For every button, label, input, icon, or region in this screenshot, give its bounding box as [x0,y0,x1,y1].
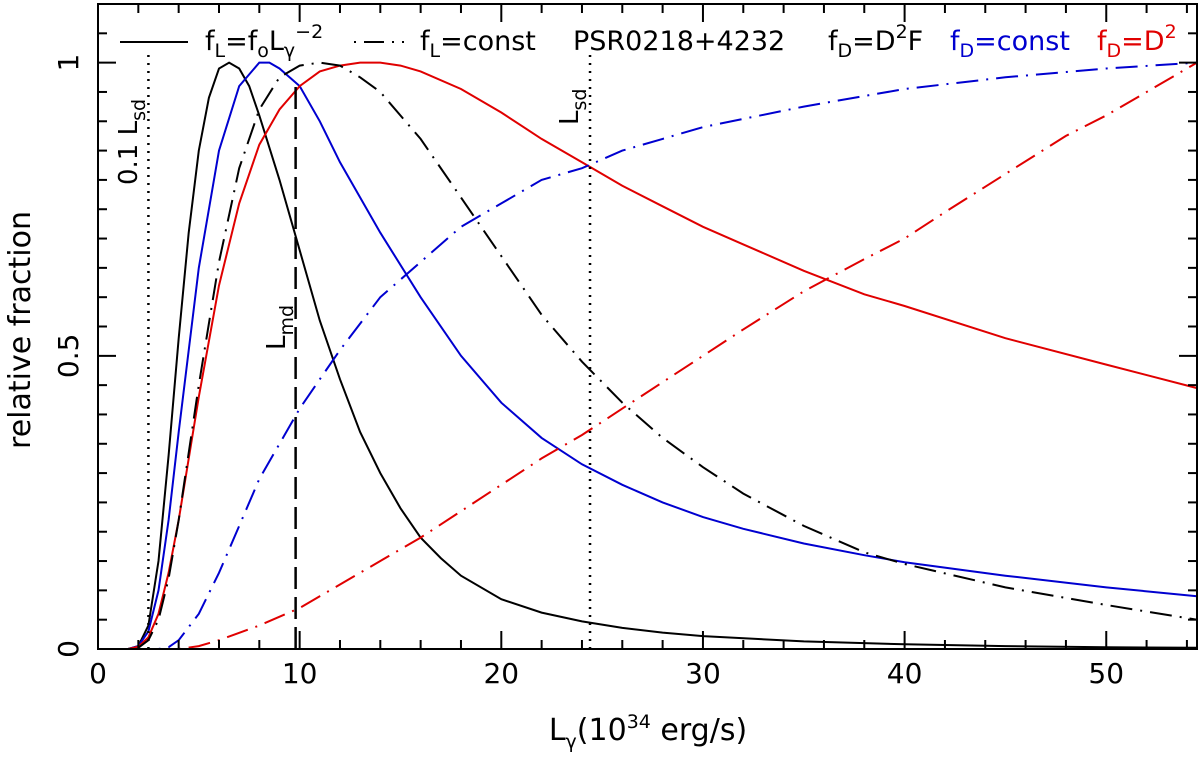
legend-f-const: fL=const [420,26,536,62]
series-line-blue-solid [127,61,1198,650]
series-line-red-solid [127,61,1198,650]
y-axis-title: relative fraction [3,211,38,449]
x-tick-label: 0 [89,657,107,690]
y-tick-label: 0 [52,640,85,658]
plot-frame [97,3,1198,650]
x-tick-label: 40 [887,657,923,690]
y-tick-label: 1 [52,54,85,72]
x-axis-title: Lγ(1034 erg/s) [549,711,747,753]
legend-fd-d2: fD=D2 [1097,21,1177,62]
label-0.1-lsd: 0.1 Lsd [114,99,150,185]
legend: fL=foLγ−2 fL=const PSR0218+4232 fD=D2F f… [120,21,1177,62]
legend-fd-const: fD=const [950,26,1070,62]
reference-lines-layer [147,50,592,649]
x-tick-label: 20 [483,657,519,690]
legend-fd-d2f: fD=D2F [828,21,923,62]
label-lsd: Lsd [555,89,591,125]
x-tick-label: 10 [282,657,318,690]
y-tick-label: 0.5 [52,334,85,379]
x-tick-label: 50 [1088,657,1124,690]
ticks-layer: 0 10 20 30 40 50 0 0.5 1 [52,3,1197,690]
series-line-black-solid [127,61,1198,650]
series-line-red-dashdot [178,61,1198,650]
legend-pulsar-name: PSR0218+4232 [573,26,785,57]
label-lmd: Lmd [262,305,298,350]
series-line-black-dashdot [128,61,1198,650]
curves-layer [127,61,1198,650]
series-line-blue-dashdot [158,61,1198,650]
legend-f-power: fL=foLγ−2 [205,21,323,62]
x-tick-label: 30 [685,657,721,690]
